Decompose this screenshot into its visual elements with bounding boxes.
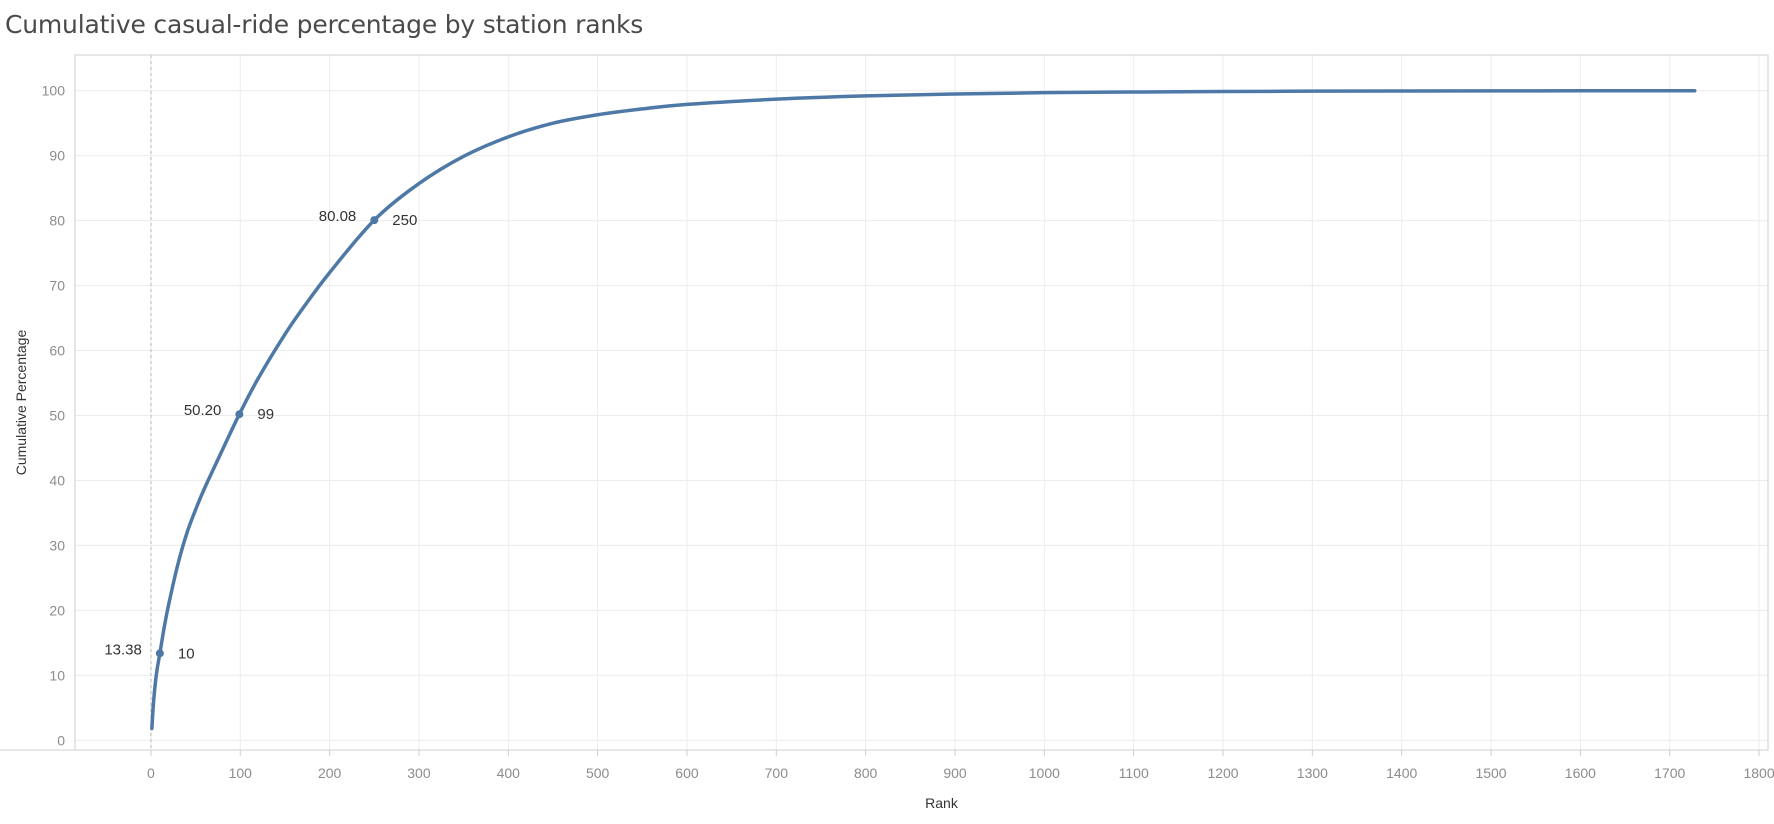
- point-rank-label: 10: [178, 645, 195, 662]
- y-tick-label: 30: [49, 537, 65, 553]
- x-tick-label: 1700: [1654, 765, 1685, 781]
- x-axis-title: Rank: [925, 795, 959, 811]
- x-tick-label: 1500: [1475, 765, 1506, 781]
- data-point[interactable]: [235, 410, 244, 419]
- x-tick-label: 100: [229, 765, 253, 781]
- y-tick-label: 80: [49, 213, 65, 229]
- y-tick-label: 50: [49, 407, 65, 423]
- x-tick-label: 1400: [1386, 765, 1417, 781]
- x-tick-label: 400: [497, 765, 521, 781]
- x-tick-label: 0: [147, 765, 155, 781]
- point-rank-label: 250: [392, 212, 417, 229]
- x-tick-label: 1100: [1119, 765, 1149, 781]
- y-tick-labels: 0 10 20 30 40 50 60 70 80 90 100: [42, 83, 66, 749]
- y-tick-label: 90: [49, 148, 65, 164]
- x-tick-label: 200: [318, 765, 342, 781]
- y-tick-label: 10: [49, 667, 65, 683]
- point-value-label: 50.20: [184, 402, 222, 419]
- x-tick-label: 1800: [1743, 765, 1774, 781]
- plot-border: [74, 54, 1769, 751]
- point-value-label: 13.38: [104, 641, 142, 658]
- x-tick-label: 1300: [1297, 765, 1328, 781]
- x-tick-label: 900: [943, 765, 967, 781]
- x-tick-label: 300: [407, 765, 431, 781]
- x-tick-label: 1000: [1029, 765, 1060, 781]
- x-tick-label: 1600: [1565, 765, 1596, 781]
- data-point[interactable]: [155, 649, 164, 658]
- y-tick-label: 100: [42, 83, 66, 99]
- y-tick-label: 70: [49, 278, 65, 294]
- y-tick-label: 20: [49, 602, 65, 618]
- plot-frame: [0, 54, 1769, 751]
- chart-title: Cumulative casual-ride percentage by sta…: [5, 10, 644, 39]
- point-rank-label: 99: [257, 406, 274, 423]
- x-tick-label: 600: [675, 765, 699, 781]
- y-tick-label: 0: [57, 732, 65, 748]
- series-line: [150, 88, 1697, 731]
- series-layer: [150, 88, 1697, 731]
- y-tick-label: 60: [49, 343, 65, 359]
- point-value-label: 80.08: [319, 208, 357, 225]
- x-tick-label: 800: [854, 765, 878, 781]
- x-tick-label: 500: [586, 765, 610, 781]
- grid-layer: [75, 55, 1768, 756]
- x-tick-label: 1200: [1207, 765, 1238, 781]
- x-tick-labels: 0 100 200 300 400 500 600 700 800 900 1000 1100 1200…: [147, 765, 1774, 781]
- x-tick-label: 700: [765, 765, 789, 781]
- data-point[interactable]: [370, 216, 379, 225]
- y-tick-label: 40: [49, 472, 65, 488]
- highlighted-points: 13.38 10 50.20 99 80.08 250: [104, 208, 417, 662]
- y-axis-title: Cumulative Percentage: [13, 330, 29, 476]
